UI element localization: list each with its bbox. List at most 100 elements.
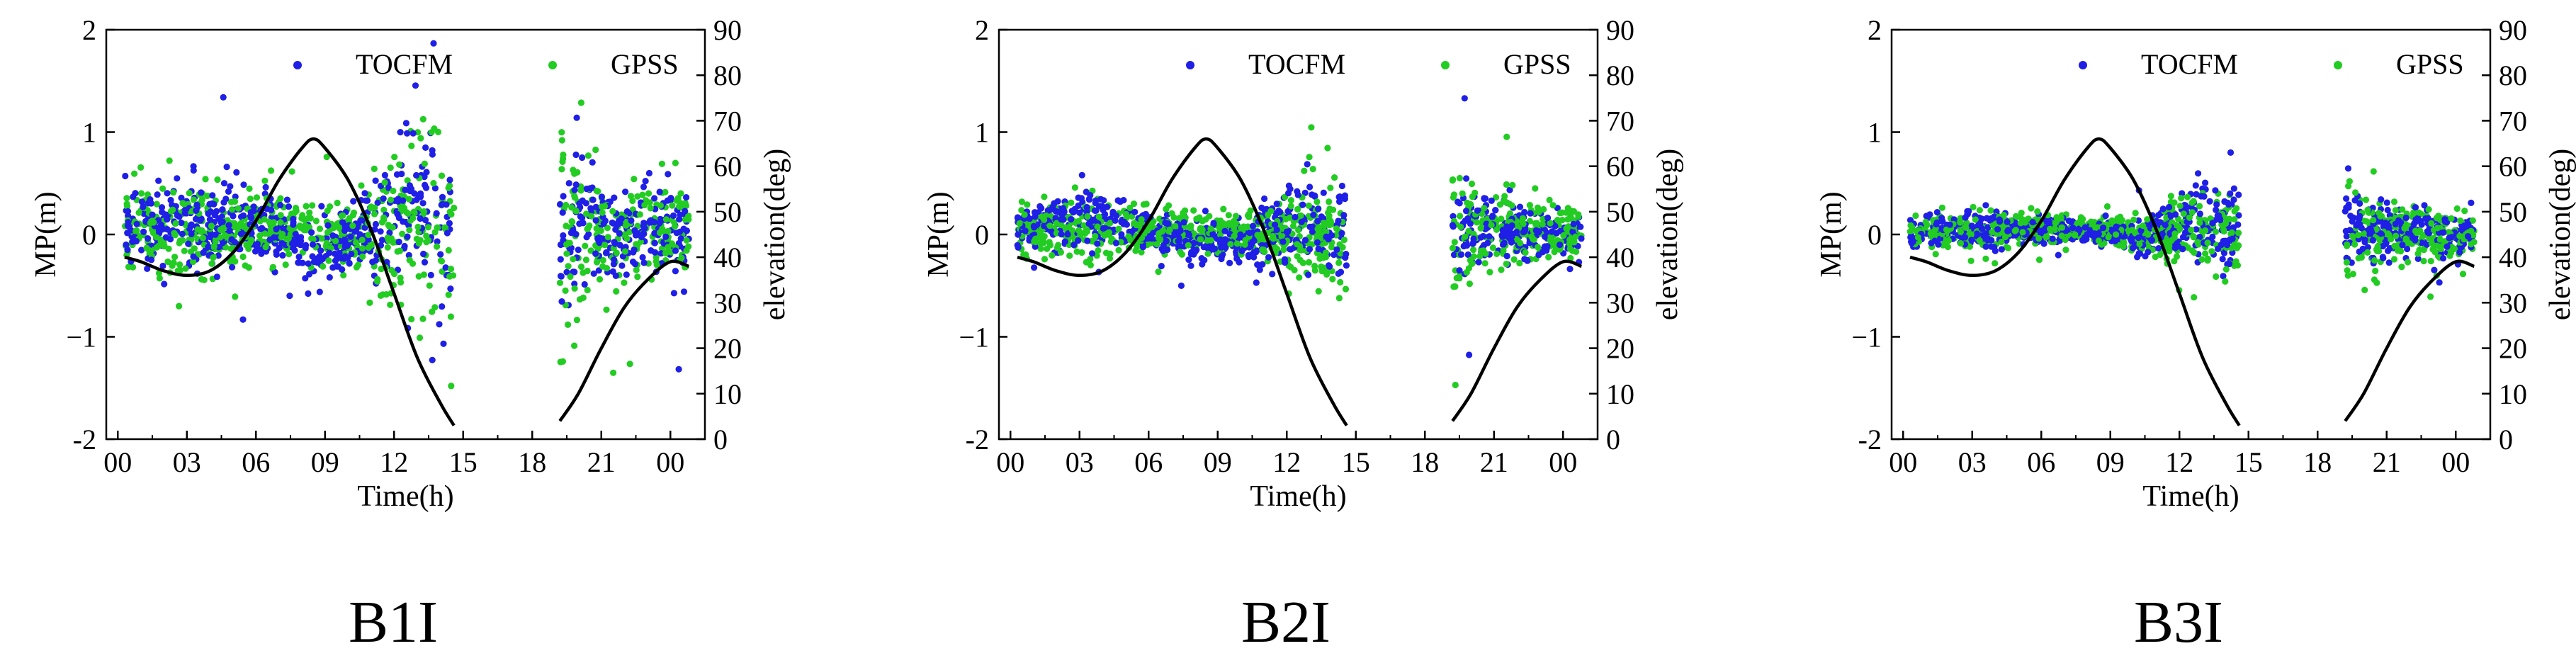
y2-tick-label: 20 [1606,333,1634,365]
point-tocfm [2209,233,2216,240]
point-tocfm [670,290,678,297]
point-gpss [1130,200,1138,208]
point-tocfm [266,236,273,244]
chart-svg: 00 03 06 09 12 15 18 21 00-2−1012010203040506070… [30,14,2576,513]
point-tocfm [1462,208,1470,215]
point-gpss [161,242,168,249]
point-tocfm [1271,221,1279,228]
point-gpss [194,226,201,233]
point-tocfm [190,166,197,174]
point-tocfm [2069,225,2077,232]
point-gpss [2376,247,2383,255]
point-tocfm [1508,222,1515,230]
point-tocfm [2137,227,2145,234]
point-gpss [156,275,163,282]
point-gpss [406,256,413,264]
point-gpss [1204,250,1211,257]
point-gpss [124,203,131,210]
point-gpss [1976,207,1983,214]
point-gpss [353,264,360,271]
point-gpss [1477,225,1484,232]
point-gpss [1308,124,1315,131]
point-gpss [2426,234,2433,242]
point-tocfm [167,196,174,204]
point-gpss [1549,238,1557,245]
point-tocfm [1578,235,1585,242]
point-gpss [2344,267,2351,274]
point-gpss [2420,258,2427,265]
point-tocfm [447,285,454,293]
point-gpss [1245,213,1253,220]
point-tocfm [1499,241,1507,249]
point-gpss [1230,223,1237,230]
point-tocfm [305,290,312,298]
point-tocfm [2347,212,2354,220]
point-tocfm [229,264,236,271]
point-tocfm [1500,228,1507,235]
point-gpss [1335,259,1343,266]
point-tocfm [1221,227,1228,234]
point-tocfm [576,220,583,227]
point-tocfm [1982,243,1989,250]
point-tocfm [662,233,670,240]
point-gpss [143,244,150,251]
point-gpss [1115,225,1122,232]
point-tocfm [1926,211,1933,218]
point-tocfm [295,259,302,266]
point-tocfm [2004,218,2011,225]
point-gpss [2428,239,2435,247]
point-gpss [132,227,140,234]
point-gpss [613,288,620,295]
y-tick-label: 1 [975,117,989,149]
point-tocfm [557,256,564,263]
point-tocfm [381,171,389,178]
point-tocfm [1566,266,1574,273]
point-gpss [327,203,334,210]
point-gpss [1094,223,1101,230]
point-tocfm [1475,259,1482,266]
point-gpss [2198,256,2205,263]
y2-tick-label: 50 [713,196,742,228]
point-gpss [2188,199,2196,206]
point-tocfm [386,229,393,237]
point-gpss [565,263,572,270]
x-tick-label: 03 [1066,446,1094,478]
point-tocfm [1175,237,1182,244]
point-tocfm [1256,266,1263,273]
point-gpss [420,271,428,278]
point-gpss [2358,254,2365,261]
point-gpss [1087,261,1094,268]
point-gpss [1327,184,1334,191]
point-gpss [323,153,330,161]
legend-label-tocfm: TOCFM [2141,48,2238,80]
point-gpss [190,196,197,203]
x-tick-label: 15 [2235,446,2263,478]
point-tocfm [409,130,417,137]
point-tocfm [2081,224,2089,231]
point-tocfm [271,268,278,276]
point-tocfm [2423,241,2430,248]
point-gpss [2434,225,2441,232]
panel-caption-b2i: B2I [1241,589,1331,655]
point-tocfm [1185,232,1192,239]
point-gpss [1329,276,1336,283]
point-tocfm [317,247,324,254]
point-tocfm [431,185,439,192]
point-tocfm [1456,267,1463,274]
point-gpss [601,242,609,249]
point-gpss [396,161,403,168]
point-gpss [1549,202,1557,209]
point-gpss [1326,205,1333,212]
point-tocfm [439,200,446,208]
point-gpss [389,224,396,231]
point-gpss [1563,225,1570,232]
y-tick-label: 0 [1868,219,1882,251]
point-tocfm [220,94,227,101]
y2-tick-label: 90 [1606,14,1634,46]
point-gpss [2145,231,2152,238]
chart-panel-b3i: 00 03 06 09 12 15 18 21 00-2−1012010203040506070… [1815,14,2576,513]
point-gpss [235,205,242,212]
point-gpss [2035,234,2043,242]
point-tocfm [1044,207,1051,214]
point-tocfm [292,231,299,238]
